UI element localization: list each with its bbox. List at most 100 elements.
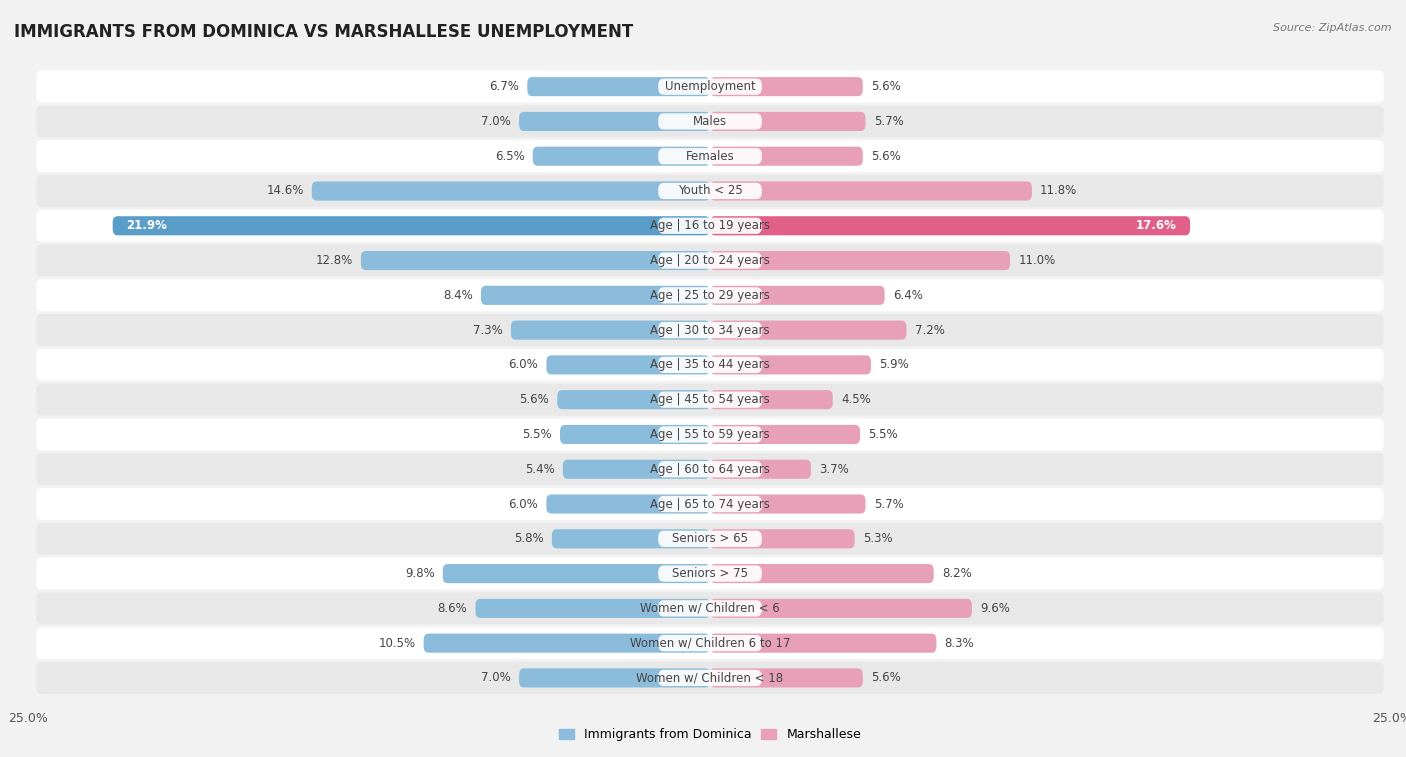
FancyBboxPatch shape [37,384,1384,416]
FancyBboxPatch shape [710,77,863,96]
Text: Age | 20 to 24 years: Age | 20 to 24 years [650,254,770,267]
FancyBboxPatch shape [658,531,762,547]
Text: Age | 65 to 74 years: Age | 65 to 74 years [650,497,770,510]
Text: Youth < 25: Youth < 25 [678,185,742,198]
Text: 3.7%: 3.7% [820,463,849,475]
Text: Age | 35 to 44 years: Age | 35 to 44 years [650,358,770,372]
Text: 6.7%: 6.7% [489,80,519,93]
FancyBboxPatch shape [658,114,762,129]
FancyBboxPatch shape [658,496,762,512]
FancyBboxPatch shape [361,251,710,270]
Text: Age | 55 to 59 years: Age | 55 to 59 years [650,428,770,441]
FancyBboxPatch shape [710,251,1010,270]
Text: 11.0%: 11.0% [1018,254,1056,267]
FancyBboxPatch shape [710,425,860,444]
FancyBboxPatch shape [710,355,870,375]
FancyBboxPatch shape [37,245,1384,276]
Text: 8.4%: 8.4% [443,289,472,302]
Text: 9.8%: 9.8% [405,567,434,580]
Text: 7.3%: 7.3% [472,323,503,337]
FancyBboxPatch shape [562,459,710,479]
Legend: Immigrants from Dominica, Marshallese: Immigrants from Dominica, Marshallese [554,723,866,746]
FancyBboxPatch shape [658,287,762,304]
Text: 5.9%: 5.9% [879,358,908,372]
FancyBboxPatch shape [37,662,1384,694]
FancyBboxPatch shape [37,627,1384,659]
Text: 9.6%: 9.6% [980,602,1010,615]
FancyBboxPatch shape [658,79,762,95]
Text: 14.6%: 14.6% [266,185,304,198]
FancyBboxPatch shape [658,426,762,443]
Text: Unemployment: Unemployment [665,80,755,93]
FancyBboxPatch shape [37,210,1384,241]
Text: 17.6%: 17.6% [1136,220,1177,232]
FancyBboxPatch shape [658,322,762,338]
Text: Males: Males [693,115,727,128]
FancyBboxPatch shape [37,349,1384,381]
FancyBboxPatch shape [658,670,762,686]
FancyBboxPatch shape [37,488,1384,520]
FancyBboxPatch shape [710,112,866,131]
Text: 6.0%: 6.0% [509,497,538,510]
Text: 7.0%: 7.0% [481,671,510,684]
FancyBboxPatch shape [658,183,762,199]
FancyBboxPatch shape [710,147,863,166]
FancyBboxPatch shape [37,105,1384,138]
Text: 5.4%: 5.4% [524,463,554,475]
FancyBboxPatch shape [710,668,863,687]
Text: 5.5%: 5.5% [869,428,898,441]
FancyBboxPatch shape [557,390,710,410]
Text: Seniors > 75: Seniors > 75 [672,567,748,580]
FancyBboxPatch shape [658,635,762,651]
FancyBboxPatch shape [710,634,936,653]
Text: 5.6%: 5.6% [870,80,901,93]
FancyBboxPatch shape [510,320,710,340]
Text: 4.5%: 4.5% [841,393,870,407]
Text: 21.9%: 21.9% [127,220,167,232]
Text: 6.5%: 6.5% [495,150,524,163]
FancyBboxPatch shape [37,140,1384,172]
Text: Age | 45 to 54 years: Age | 45 to 54 years [650,393,770,407]
Text: Age | 16 to 19 years: Age | 16 to 19 years [650,220,770,232]
Text: 7.0%: 7.0% [481,115,510,128]
Text: 12.8%: 12.8% [315,254,353,267]
FancyBboxPatch shape [481,285,710,305]
Text: IMMIGRANTS FROM DOMINICA VS MARSHALLESE UNEMPLOYMENT: IMMIGRANTS FROM DOMINICA VS MARSHALLESE … [14,23,633,41]
FancyBboxPatch shape [37,593,1384,625]
FancyBboxPatch shape [710,320,907,340]
FancyBboxPatch shape [37,279,1384,311]
Text: 8.6%: 8.6% [437,602,467,615]
FancyBboxPatch shape [37,70,1384,103]
Text: Age | 30 to 34 years: Age | 30 to 34 years [650,323,770,337]
FancyBboxPatch shape [710,459,811,479]
FancyBboxPatch shape [710,494,866,513]
Text: Women w/ Children < 18: Women w/ Children < 18 [637,671,783,684]
FancyBboxPatch shape [527,77,710,96]
FancyBboxPatch shape [37,419,1384,450]
FancyBboxPatch shape [658,252,762,269]
Text: Seniors > 65: Seniors > 65 [672,532,748,545]
FancyBboxPatch shape [710,285,884,305]
Text: Women w/ Children 6 to 17: Women w/ Children 6 to 17 [630,637,790,650]
FancyBboxPatch shape [710,564,934,583]
FancyBboxPatch shape [519,112,710,131]
Text: Age | 60 to 64 years: Age | 60 to 64 years [650,463,770,475]
Text: Age | 25 to 29 years: Age | 25 to 29 years [650,289,770,302]
FancyBboxPatch shape [533,147,710,166]
FancyBboxPatch shape [560,425,710,444]
Text: 5.5%: 5.5% [522,428,551,441]
Text: 5.6%: 5.6% [870,671,901,684]
FancyBboxPatch shape [710,390,832,410]
Text: 8.3%: 8.3% [945,637,974,650]
Text: 5.6%: 5.6% [870,150,901,163]
FancyBboxPatch shape [423,634,710,653]
Text: 10.5%: 10.5% [378,637,415,650]
FancyBboxPatch shape [519,668,710,687]
FancyBboxPatch shape [37,314,1384,346]
Text: 6.0%: 6.0% [509,358,538,372]
FancyBboxPatch shape [37,523,1384,555]
FancyBboxPatch shape [710,182,1032,201]
FancyBboxPatch shape [37,558,1384,590]
Text: 5.8%: 5.8% [515,532,544,545]
FancyBboxPatch shape [547,494,710,513]
